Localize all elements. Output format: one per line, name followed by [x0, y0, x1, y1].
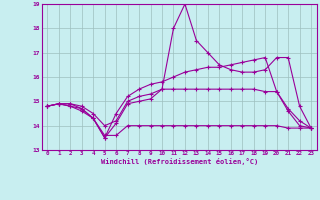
X-axis label: Windchill (Refroidissement éolien,°C): Windchill (Refroidissement éolien,°C) — [100, 158, 258, 165]
